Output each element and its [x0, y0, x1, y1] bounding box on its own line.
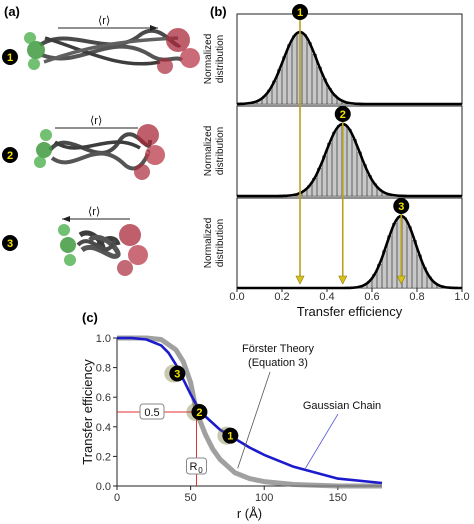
histogram-marker-1-disc	[292, 4, 308, 20]
mean-arrow-3	[396, 275, 406, 285]
curve-marker-1: 1	[227, 431, 233, 443]
x-tick-label: 0.4	[319, 291, 334, 303]
panel-a-illustration: ⟨r⟩ 1 ⟨r⟩ 2	[2, 15, 200, 276]
histogram-bar	[302, 34, 307, 105]
mean-arrow-1	[295, 275, 305, 285]
state-1-marker: 1	[7, 52, 13, 64]
state-2-distance-label: ⟨r⟩	[90, 115, 102, 127]
x-tick-label: 0.0	[229, 291, 244, 303]
state-3-marker: 3	[7, 238, 13, 250]
gaussian-fit-3	[237, 214, 462, 290]
histogram-bar	[347, 129, 352, 197]
half-label: 0.5	[144, 407, 159, 419]
R0-label-box	[186, 457, 207, 475]
panel-c-label: (c)	[82, 310, 98, 325]
gaussian-leader-line	[305, 413, 339, 469]
x-tick-label: 0.8	[409, 291, 424, 303]
gaussian-annotation: Gaussian Chain	[303, 400, 381, 412]
state-3-distance-label: ⟨r⟩	[88, 206, 100, 218]
histogram-bar	[392, 223, 397, 289]
distance-xlabel: r (Å)	[237, 506, 262, 521]
histogram-xlabel: Transfer efficiency	[297, 304, 403, 319]
R0-label: R	[190, 461, 198, 473]
histogram-bar	[327, 142, 332, 197]
panel-c-efficiency-plot: 0.0 0.2 0.4 0.6 0.8 1.0 0 50 100 150 Transfer effi…	[80, 333, 383, 521]
histogram-bar	[287, 44, 292, 105]
forster-leader-line	[237, 371, 271, 469]
panel-a-label: (a)	[4, 4, 20, 19]
forster-annotation-line1: Förster Theory	[242, 343, 314, 355]
x-tick-label: 0.2	[274, 291, 289, 303]
histogram-ylabel-2: Normalizeddistribution	[203, 126, 226, 177]
half-label-box	[139, 403, 165, 420]
histogram-marker-2: 2	[340, 109, 346, 121]
histogram-bar	[332, 131, 337, 197]
histogram-marker-3: 3	[398, 201, 404, 213]
x-tick-label: 0	[114, 492, 120, 504]
R0-subscript: 0	[198, 466, 203, 475]
histogram-ylabel-1: Normalizeddistribution	[203, 34, 226, 85]
efficiency-ylabel: Transfer efficiency	[80, 359, 95, 465]
curve-marker-3-disc	[169, 365, 186, 382]
histogram-bar	[312, 53, 317, 105]
histogram-bar	[352, 139, 357, 197]
histogram-marker-1: 1	[297, 7, 303, 19]
y-tick-label: 0.8	[96, 363, 111, 375]
state-2-marker: 2	[7, 150, 13, 162]
histogram-ylabel-3: Normalizeddistribution	[203, 218, 226, 269]
gaussian-fit-1	[237, 30, 462, 106]
y-tick-label: 0.6	[96, 392, 111, 404]
y-tick-label: 1.0	[96, 333, 111, 345]
forster-curve	[117, 335, 382, 489]
curve-marker-2-disc	[191, 404, 208, 420]
panel-b-histograms: Normalizeddistribution Normalizeddistribu…	[203, 4, 470, 319]
curve-marker-2: 2	[196, 407, 202, 419]
x-tick-label: 50	[184, 492, 196, 504]
x-tick-label: 0.6	[364, 291, 379, 303]
state-3-molecule	[58, 216, 148, 276]
histogram-bar	[307, 42, 312, 105]
histogram-bar	[292, 35, 297, 105]
histogram-marker-2-disc	[334, 106, 351, 122]
y-tick-label: 0.2	[96, 451, 111, 463]
panel-b-label: (b)	[210, 4, 227, 19]
mean-arrow-2	[338, 275, 348, 285]
forster-annotation-line2: (Equation 3)	[248, 357, 308, 369]
y-tick-label: 0.4	[96, 422, 111, 434]
state-2-molecule	[34, 124, 165, 180]
histogram-bar	[407, 226, 412, 289]
x-tick-label: 1.0	[454, 291, 469, 303]
curve-marker-1-disc	[222, 427, 239, 444]
histogram-marker-3-disc	[393, 198, 410, 214]
x-tick-label: 150	[329, 492, 347, 504]
state-1-distance-label: ⟨r⟩	[98, 15, 110, 27]
x-tick-label: 100	[255, 492, 273, 504]
gaussian-fit-2	[237, 122, 462, 198]
y-tick-label: 0.0	[96, 481, 111, 493]
curve-marker-3: 3	[174, 369, 180, 381]
histogram-bar	[337, 125, 342, 197]
state-1-molecule	[24, 25, 200, 74]
